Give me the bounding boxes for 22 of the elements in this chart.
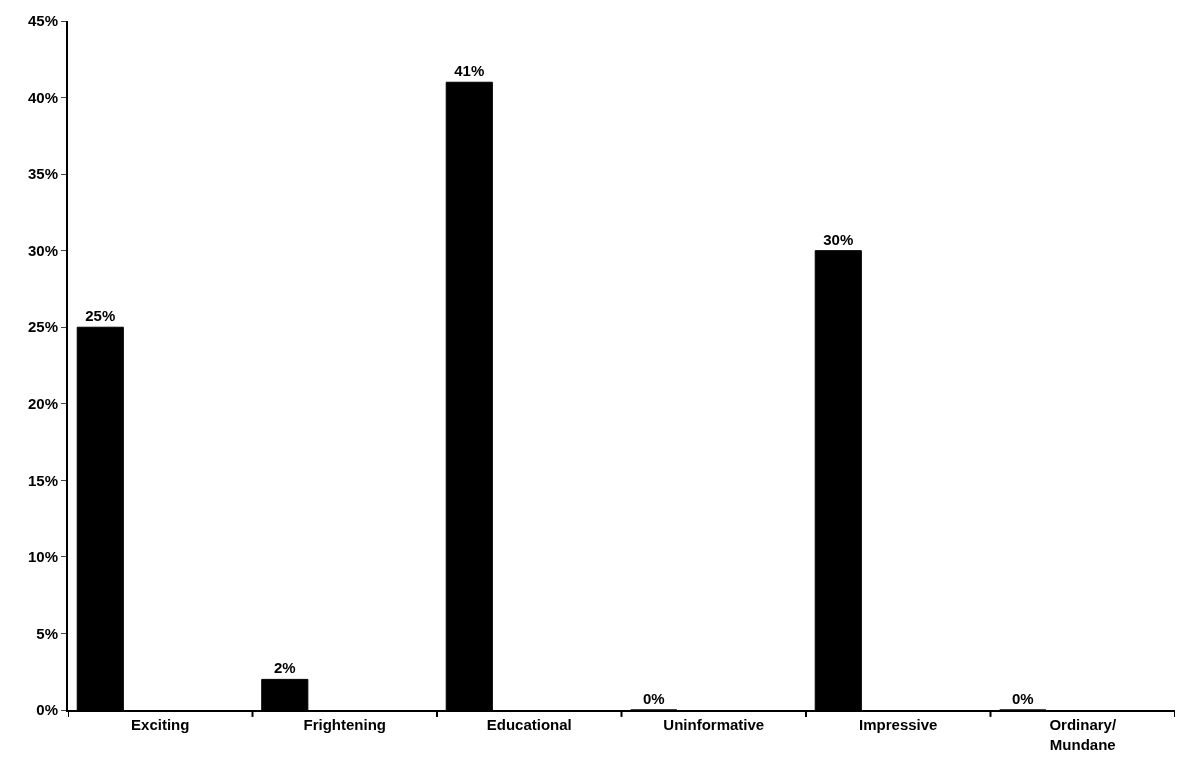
x-tick-label: Uninformative xyxy=(663,716,765,733)
data-label: 41% xyxy=(454,62,485,80)
x-tick-label: Frightening xyxy=(303,716,386,733)
x-tick-label: Educational xyxy=(486,716,572,733)
x-tick-label: Exciting xyxy=(131,716,190,733)
data-label: 0% xyxy=(1011,690,1034,707)
data-label: 2% xyxy=(273,659,296,677)
y-tick-label: 25% xyxy=(27,318,58,336)
y-tick-label: 0% xyxy=(36,701,58,719)
y-tick-label: 45% xyxy=(27,12,58,30)
y-tick-label: 15% xyxy=(27,471,58,489)
x-tick-label: Impressive xyxy=(859,716,938,733)
y-tick-label: 10% xyxy=(27,548,58,566)
y-tick-label: 35% xyxy=(27,165,58,183)
y-tick-label: 40% xyxy=(27,88,58,106)
x-tick-label: Ordinary/ Mundane xyxy=(1049,716,1117,753)
data-label: 25% xyxy=(85,307,116,325)
data-label: 30% xyxy=(823,230,854,248)
data-label: 0% xyxy=(642,690,665,707)
y-tick-label: 20% xyxy=(27,395,58,413)
y-tick-label: 30% xyxy=(27,241,58,259)
y-tick-label: 5% xyxy=(36,624,58,642)
